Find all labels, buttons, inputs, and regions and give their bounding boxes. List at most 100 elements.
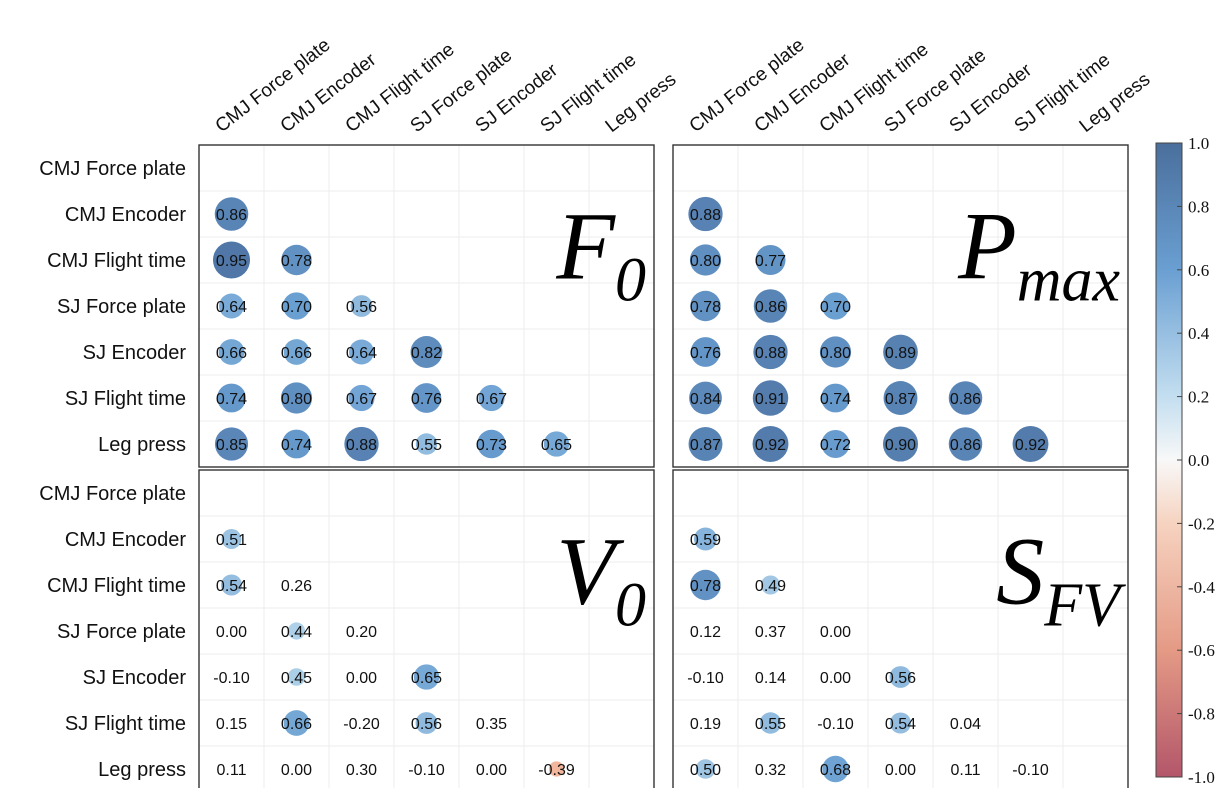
correlation-value: 0.00 [885, 762, 916, 779]
correlation-circle [695, 759, 716, 779]
correlation-circle [821, 383, 850, 413]
correlation-circle [282, 292, 311, 320]
correlation-circle [1012, 426, 1049, 462]
panel-frame [198, 469, 655, 788]
correlation-circle [344, 426, 379, 462]
correlation-value: 0.56 [885, 670, 916, 687]
correlation-circle [688, 427, 723, 461]
correlation-value: 0.04 [950, 716, 981, 733]
correlation-value: 0.78 [281, 253, 312, 270]
correlation-value: -0.10 [213, 670, 250, 687]
correlation-circle [753, 289, 788, 323]
correlation-value: 0.00 [820, 624, 851, 641]
panel-frame [672, 144, 1129, 468]
correlation-circle [889, 712, 912, 734]
correlation-value: 0.88 [346, 437, 377, 454]
correlation-circle [283, 710, 310, 736]
correlation-value: 0.66 [281, 716, 312, 733]
correlation-circle [214, 427, 249, 461]
correlation-circle [752, 426, 789, 462]
correlation-value: 0.00 [281, 762, 312, 779]
row-label: SJ Flight time [65, 388, 186, 410]
correlation-value: 0.49 [755, 578, 786, 595]
panel-title: F0 [555, 192, 646, 314]
correlation-value: 0.80 [820, 345, 851, 362]
row-label: Leg press [98, 759, 186, 781]
correlation-value: 0.67 [346, 391, 377, 408]
panel-title: V0 [556, 517, 646, 639]
panel-frame [672, 469, 1129, 788]
correlation-circle [280, 382, 313, 414]
correlation-value: 0.44 [281, 624, 312, 641]
column-label: CMJ Flight time [816, 39, 933, 137]
correlation-value: -0.10 [687, 670, 724, 687]
correlation-circle [688, 196, 723, 232]
correlation-value: 0.74 [820, 391, 851, 408]
correlation-circle [282, 429, 311, 459]
correlation-value: 0.86 [950, 437, 981, 454]
correlation-value: -0.10 [408, 762, 445, 779]
correlation-circle [220, 574, 243, 596]
correlation-circle [287, 622, 306, 640]
correlation-value: 0.65 [541, 437, 572, 454]
colorbar-tick-label: 1.0 [1188, 134, 1209, 153]
correlation-value: 0.66 [281, 345, 312, 362]
correlation-value: 0.92 [755, 437, 786, 454]
correlation-value: 0.70 [281, 299, 312, 316]
correlation-value: 0.64 [216, 299, 247, 316]
correlation-value: 0.73 [476, 437, 507, 454]
correlation-value: -0.10 [1012, 762, 1049, 779]
correlation-value: 0.51 [216, 532, 247, 549]
correlation-circle [753, 334, 788, 370]
row-label: SJ Encoder [83, 667, 187, 689]
correlation-circle [410, 336, 443, 368]
correlation-value: -0.20 [343, 716, 380, 733]
correlation-value: 0.86 [755, 299, 786, 316]
correlation-value: 0.84 [690, 391, 721, 408]
correlation-value: 0.55 [411, 437, 442, 454]
correlation-value: 0.56 [346, 299, 377, 316]
row-label: SJ Force plate [57, 296, 186, 318]
correlation-value: 0.64 [346, 345, 377, 362]
column-label: CMJ Force plate [686, 35, 809, 137]
correlation-value: 0.86 [950, 391, 981, 408]
row-label: SJ Encoder [83, 342, 187, 364]
correlation-value: 0.89 [885, 345, 916, 362]
correlation-value: 0.78 [690, 578, 721, 595]
correlation-value: 0.32 [755, 762, 786, 779]
correlation-circle [415, 433, 438, 455]
correlation-circle [217, 383, 246, 413]
correlation-circle [883, 381, 918, 415]
correlation-circle [690, 290, 721, 322]
colorbar-tick-label: -0.8 [1188, 705, 1215, 724]
correlation-value: 0.86 [216, 207, 247, 224]
correlation-value: 0.00 [346, 670, 377, 687]
correlation-value: 0.11 [217, 762, 247, 779]
correlation-circle [348, 384, 375, 412]
correlation-value: 0.82 [411, 345, 442, 362]
correlation-value: 0.87 [885, 391, 916, 408]
correlation-circle [819, 336, 852, 368]
correlation-value: 0.87 [690, 437, 721, 454]
correlation-value: 0.67 [476, 391, 507, 408]
colorbar: 1.0 0.8 0.6 0.4 0.2 0.0 -0.2 -0.4 -0.6 -0.8 -1.0 [1155, 134, 1215, 787]
correlation-value: 0.66 [216, 345, 247, 362]
correlation-value: 0.11 [951, 762, 981, 779]
colorbar-tick-label: 0.0 [1188, 451, 1209, 470]
correlation-value: 0.76 [690, 345, 721, 362]
column-label: CMJ Force plate [212, 35, 335, 137]
row-label: CMJ Encoder [65, 529, 186, 551]
correlation-circle [821, 429, 850, 459]
correlation-circle [415, 712, 438, 734]
correlation-value: 0.50 [690, 762, 721, 779]
correlation-circle [221, 529, 242, 549]
correlation-circle [948, 381, 983, 415]
correlation-value: 0.37 [755, 624, 786, 641]
correlation-value: 0.35 [476, 716, 507, 733]
correlation-circle [889, 666, 912, 688]
colorbar-tick-label: 0.8 [1188, 197, 1209, 216]
correlation-value: 0.88 [690, 207, 721, 224]
correlation-value: 0.72 [820, 437, 851, 454]
correlation-circle [212, 241, 251, 279]
